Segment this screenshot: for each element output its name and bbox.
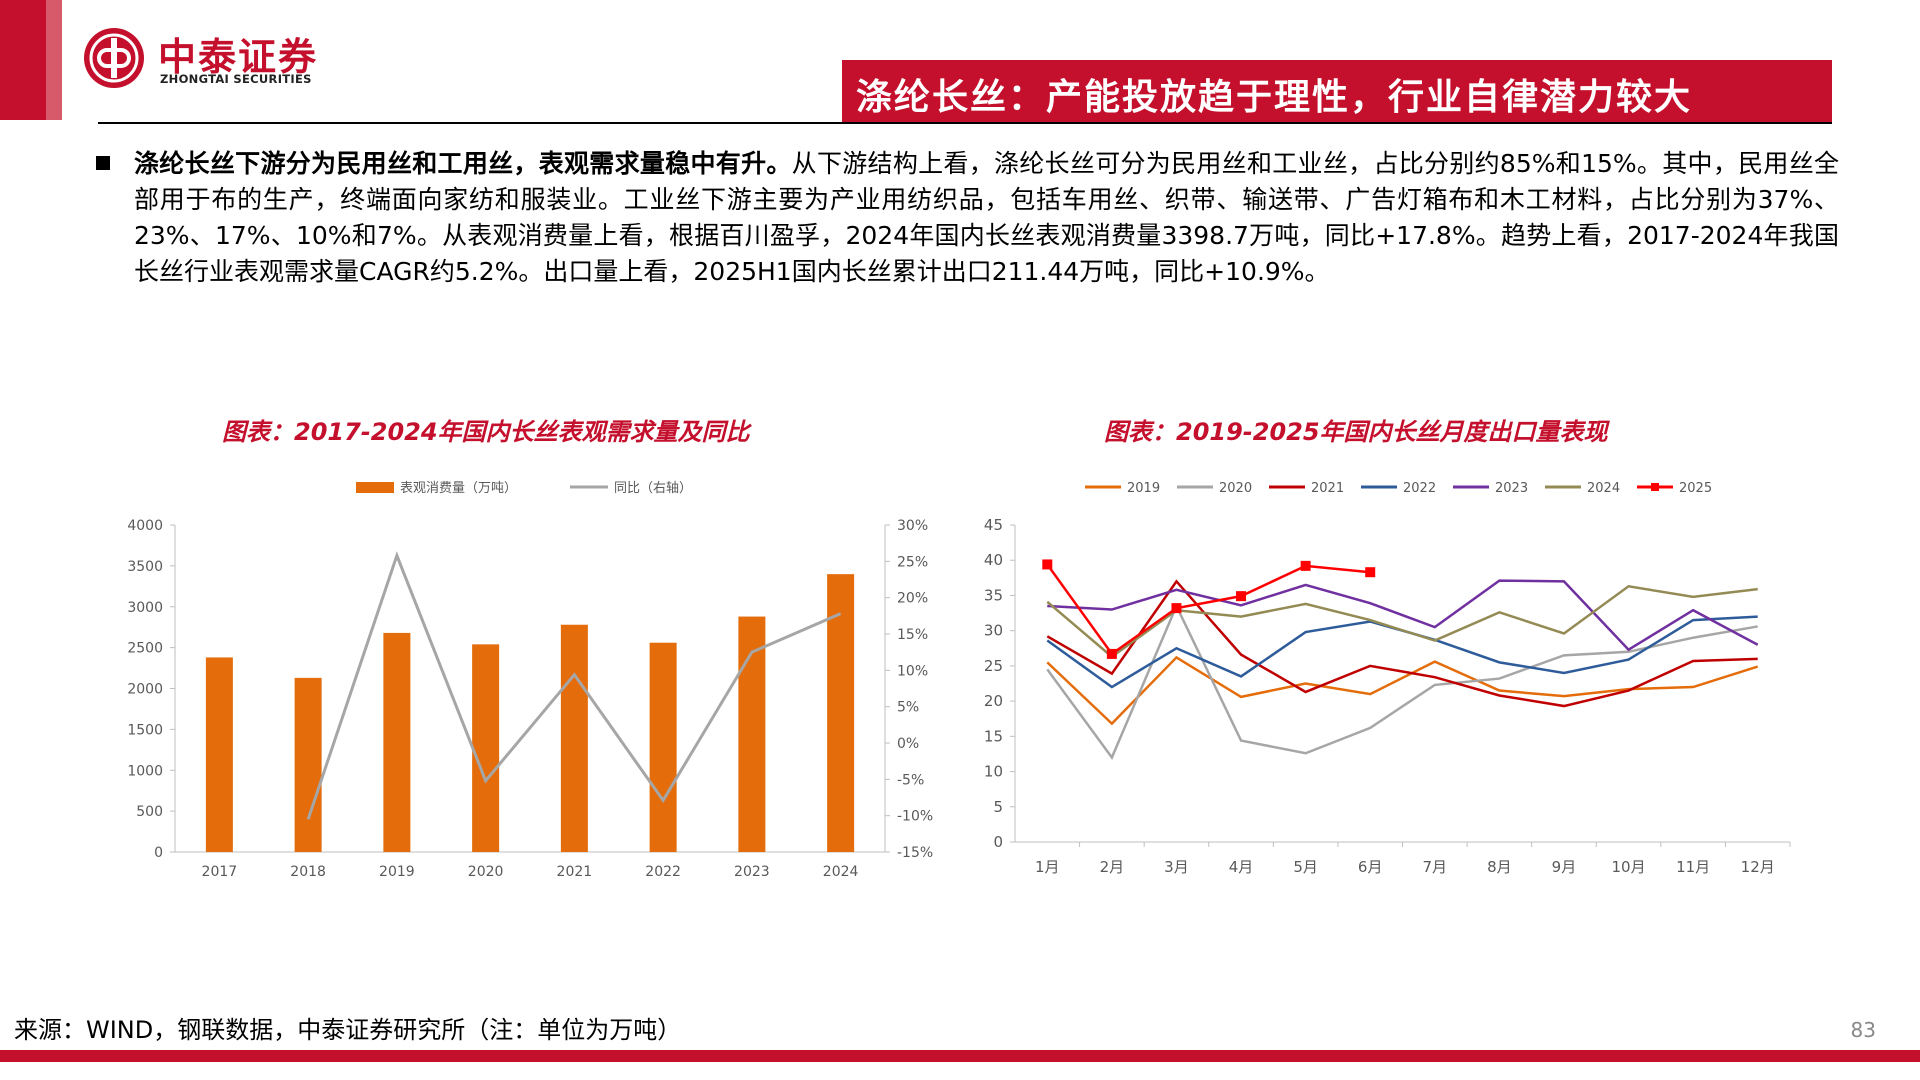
x-tick-label: 2023 bbox=[734, 864, 770, 880]
bar-2019 bbox=[383, 632, 411, 852]
x-tick-label: 9月 bbox=[1552, 858, 1577, 876]
x-tick-label: 7月 bbox=[1423, 858, 1448, 876]
summary-text: 从下游结构上看，涤纶长丝可分为民用丝和工业丝，占比分别约85%和15%。其中，民… bbox=[134, 149, 1839, 286]
point-2025-5月 bbox=[1300, 560, 1311, 571]
left-tick-label: 2500 bbox=[127, 641, 163, 657]
x-tick-label: 2019 bbox=[379, 864, 415, 880]
legend-line-label: 同比（右轴） bbox=[614, 481, 692, 496]
y-tick-label: 0 bbox=[993, 833, 1003, 851]
y-tick-label: 20 bbox=[984, 692, 1003, 710]
line-2021 bbox=[1046, 579, 1758, 708]
left-tick-label: 3000 bbox=[127, 600, 163, 616]
x-tick-label: 2022 bbox=[645, 864, 681, 880]
x-tick-label: 6月 bbox=[1358, 858, 1383, 876]
header-accent-stripe bbox=[46, 0, 62, 120]
y-tick-label: 40 bbox=[984, 551, 1003, 569]
y-tick-label: 35 bbox=[984, 586, 1003, 604]
legend-bar-swatch bbox=[356, 482, 394, 493]
right-tick-label: 25% bbox=[897, 554, 928, 570]
x-tick-label: 12月 bbox=[1741, 858, 1775, 876]
left-tick-label: 3500 bbox=[127, 559, 163, 575]
x-tick-label: 2017 bbox=[202, 864, 238, 880]
line-2024 bbox=[1046, 584, 1758, 659]
right-tick-label: -10% bbox=[897, 809, 933, 825]
legend-bar-label: 表观消费量（万吨） bbox=[400, 481, 517, 496]
x-tick-label: 2月 bbox=[1100, 858, 1125, 876]
left-tick-label: 4000 bbox=[127, 518, 163, 534]
slide-title: 涤纶长丝：产能投放趋于理性，行业自律潜力较大 bbox=[856, 77, 1693, 118]
point-2025-4月 bbox=[1236, 591, 1247, 602]
point-2025-2月 bbox=[1106, 648, 1117, 659]
x-tick-label: 8月 bbox=[1487, 858, 1512, 876]
legend-label-2023: 2023 bbox=[1495, 481, 1528, 496]
bar-2017 bbox=[205, 657, 233, 852]
right-tick-label: 15% bbox=[897, 627, 928, 643]
legend-marker-2025 bbox=[1651, 483, 1659, 491]
x-tick-label: 2021 bbox=[557, 864, 593, 880]
y-tick-label: 45 bbox=[984, 516, 1003, 534]
bar-2024 bbox=[827, 574, 855, 852]
right-tick-label: 20% bbox=[897, 591, 928, 607]
line-2019 bbox=[1046, 655, 1759, 726]
x-tick-label: 2020 bbox=[468, 864, 504, 880]
consumption-bar-chart: 表观消费量（万吨） 同比（右轴） 4000 3500 3000 2500 2000 1500 1… bbox=[127, 481, 933, 880]
bar-2020 bbox=[472, 644, 500, 852]
x-tick-label: 1月 bbox=[1035, 858, 1060, 876]
point-2025-3月 bbox=[1171, 603, 1182, 614]
legend-label-2019: 2019 bbox=[1127, 481, 1160, 496]
point-2025-6月 bbox=[1365, 567, 1376, 578]
company-name: 中泰证券 bbox=[158, 35, 319, 79]
x-tick-label: 4月 bbox=[1229, 858, 1254, 876]
right-tick-label: 30% bbox=[897, 518, 928, 534]
x-tick-label: 2024 bbox=[823, 864, 859, 880]
x-tick-label: 2018 bbox=[290, 864, 326, 880]
left-tick-label: 500 bbox=[136, 804, 163, 820]
line-2020 bbox=[1046, 602, 1758, 760]
slide-title-banner bbox=[842, 60, 1832, 124]
legend-label-2021: 2021 bbox=[1311, 481, 1344, 496]
page-number: 83 bbox=[1850, 1018, 1876, 1042]
monthly-export-line-chart: 2019 2020 2021 2022 2023 2024 2025 45 40 35 30 25 20… bbox=[984, 481, 1791, 876]
legend-label-2025: 2025 bbox=[1679, 481, 1712, 496]
bar-2022 bbox=[649, 642, 677, 852]
y-tick-label: 15 bbox=[984, 727, 1003, 745]
footer-accent-bar bbox=[0, 1050, 1920, 1062]
x-tick-label: 5月 bbox=[1293, 858, 1318, 876]
legend-label-2020: 2020 bbox=[1219, 481, 1252, 496]
point-2025-1月 bbox=[1042, 559, 1053, 570]
x-tick-label: 3月 bbox=[1164, 858, 1189, 876]
line-2023 bbox=[1047, 579, 1759, 652]
left-tick-label: 1000 bbox=[127, 763, 163, 779]
company-name-en: ZHONGTAI SECURITIES bbox=[160, 72, 312, 86]
right-tick-label: 10% bbox=[897, 663, 928, 679]
legend-label-2024: 2024 bbox=[1587, 481, 1620, 496]
bar-2023 bbox=[738, 616, 766, 852]
source-note: 来源：WIND，钢联数据，中泰证券研究所（注：单位为万吨） bbox=[14, 1016, 682, 1044]
summary-paragraph: 涤纶长丝下游分为民用丝和工用丝，表观需求量稳中有升。从下游结构上看，涤纶长丝可分… bbox=[134, 146, 1839, 290]
left-tick-label: 1500 bbox=[127, 722, 163, 738]
right-tick-label: -15% bbox=[897, 845, 933, 861]
right-tick-label: 5% bbox=[897, 700, 919, 716]
y-tick-label: 25 bbox=[984, 657, 1003, 675]
legend-label-2022: 2022 bbox=[1403, 481, 1436, 496]
title-divider bbox=[98, 122, 1832, 124]
y-tick-label: 30 bbox=[984, 622, 1003, 640]
right-tick-label: 0% bbox=[897, 736, 919, 752]
left-tick-label: 2000 bbox=[127, 682, 163, 698]
y-tick-label: 10 bbox=[984, 763, 1003, 781]
x-tick-label: 10月 bbox=[1611, 858, 1645, 876]
chart2-title: 图表：2019-2025年国内长丝月度出口量表现 bbox=[1104, 418, 1608, 446]
summary-lead: 涤纶长丝下游分为民用丝和工用丝，表观需求量稳中有升。 bbox=[134, 149, 792, 178]
bar-2021 bbox=[560, 624, 588, 852]
company-logo-icon bbox=[84, 28, 144, 88]
y-tick-label: 5 bbox=[993, 798, 1003, 816]
bullet-square-icon bbox=[96, 156, 110, 170]
bar-2018 bbox=[294, 677, 322, 852]
line-2025 bbox=[1046, 563, 1371, 656]
x-tick-label: 11月 bbox=[1676, 858, 1710, 876]
chart1-title: 图表：2017-2024年国内长丝表观需求量及同比 bbox=[222, 418, 750, 446]
right-tick-label: -5% bbox=[897, 772, 924, 788]
left-tick-label: 0 bbox=[154, 845, 163, 861]
